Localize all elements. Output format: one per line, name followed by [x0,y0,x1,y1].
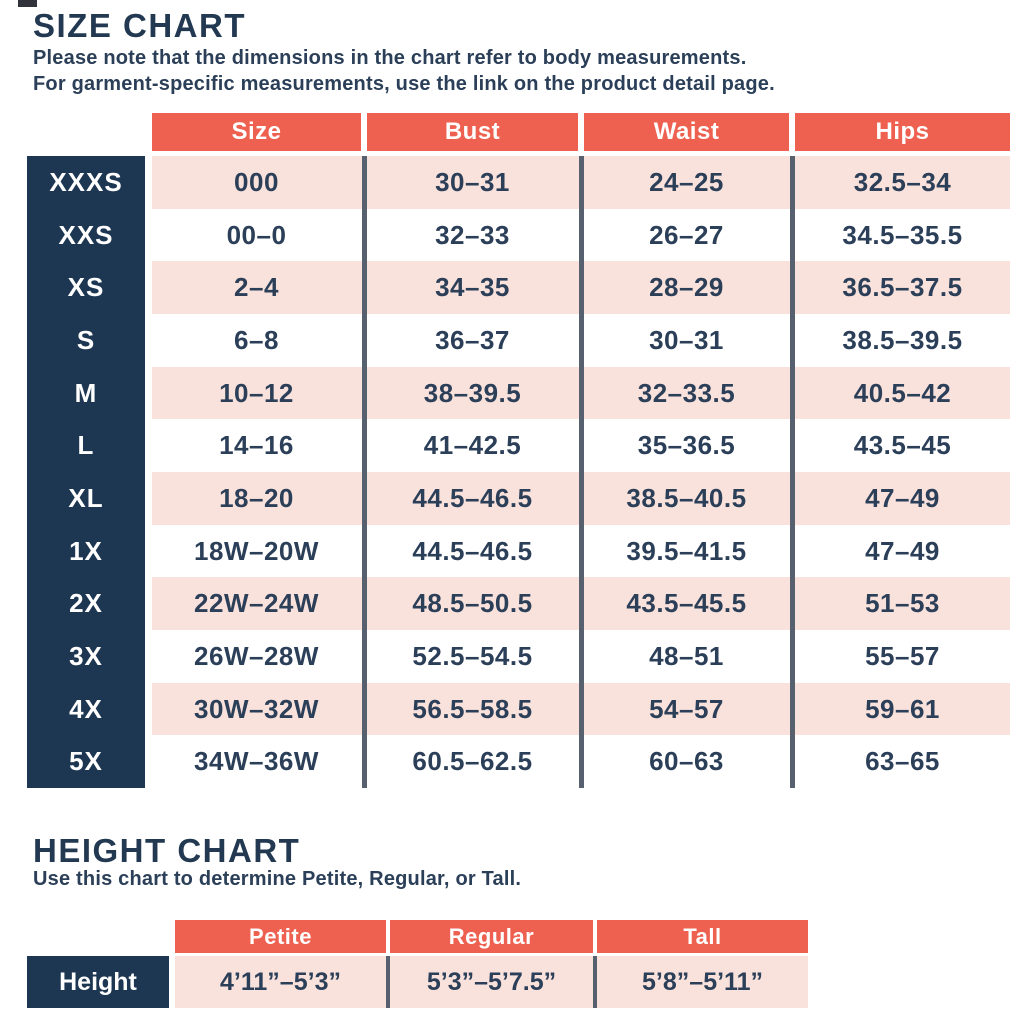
cell-hips: 63–65 [865,746,940,777]
height-table-row: 4’11”–5’3” 5’3”–5’7.5” 5’8”–5’11” [175,956,808,1008]
cell-size: 2–4 [234,272,279,303]
cell-bust: 30–31 [435,167,510,197]
cell-regular-range: 5’3”–5’7.5” [426,968,557,996]
size-label-column: XXXS XXS XS S M L XL 1X 2X 3X 4X 5X [27,156,145,788]
cell-waist: 38.5–40.5 [626,482,747,513]
cell-bust: 44.5–46.5 [412,482,533,513]
row-label-xs: XS [67,272,105,303]
row-label-xxxs: XXXS [49,167,123,197]
cell-bust: 60.5–62.5 [412,746,533,777]
column-header-bust: Bust [367,113,578,151]
cell-hips: 40.5–42 [853,377,952,408]
cell-waist: 35–36.5 [637,430,736,461]
cell-hips: 36.5–37.5 [842,272,963,303]
row-label-2x: 2X [69,588,103,619]
cell-bust: 32–33 [435,219,510,250]
size-table-header: Size Bust Waist Hips [152,113,1010,151]
row-label-l: L [77,430,95,461]
cell-tall-range: 5’8”–5’11” [642,968,763,996]
cell-hips: 55–57 [865,640,940,671]
cell-hips: 59–61 [865,693,940,724]
cell-hips: 38.5–39.5 [842,324,963,355]
column-header-regular: Regular [390,920,593,953]
cell-hips: 51–53 [865,588,940,619]
column-divider [579,156,584,788]
cell-bust: 48.5–50.5 [412,588,533,619]
cell-size: 6–8 [234,324,279,355]
cell-hips: 32.5–34 [853,167,952,197]
cell-size: 00–0 [226,219,287,250]
column-divider [386,956,390,1008]
cell-waist: 28–29 [649,272,724,303]
cell-bust: 34–35 [435,272,510,303]
cell-bust: 52.5–54.5 [412,640,533,671]
cell-hips: 34.5–35.5 [842,219,963,250]
row-label-xxs: XXS [58,219,114,250]
cell-size: 30W–32W [194,693,319,724]
cell-waist: 60–63 [649,746,724,777]
row-label-5x: 5X [69,746,103,777]
cell-waist: 39.5–41.5 [626,535,747,566]
cell-hips: 43.5–45 [853,430,952,461]
height-chart-title: HEIGHT CHART [33,832,301,869]
cell-bust: 36–37 [435,324,510,355]
cell-hips: 47–49 [865,482,940,513]
cell-size: 18W–20W [194,535,319,566]
column-divider [790,156,795,788]
cell-petite-range: 4’11”–5’3” [220,968,341,996]
cell-waist: 54–57 [649,693,724,724]
cell-size: 14–16 [219,430,294,461]
table-row: 26W–28W 52.5–54.5 48–51 55–57 [152,629,1010,683]
size-chart-subtitle-line2: For garment-specific measurements, use t… [33,73,775,95]
cell-waist: 26–27 [649,219,724,250]
column-header-size: Size [152,113,361,151]
height-row-label: Height [27,956,169,1008]
cell-waist: 48–51 [649,640,724,671]
column-header-tall: Tall [597,920,808,953]
table-row: 2–4 34–35 28–29 36.5–37.5 [152,261,1010,314]
column-divider [593,956,597,1008]
height-chart-subtitle: Use this chart to determine Petite, Regu… [33,868,522,890]
cell-bust: 56.5–58.5 [412,693,533,724]
cell-size: 34W–36W [194,746,319,777]
row-label-s: S [76,324,96,355]
cell-size: 10–12 [219,377,294,408]
cell-size: 22W–24W [194,588,319,619]
size-chart-subtitle-line1: Please note that the dimensions in the c… [33,47,747,69]
cell-hips: 47–49 [865,535,940,566]
cell-size: 18–20 [219,482,294,513]
column-divider [362,156,367,788]
crop-artifact [18,0,37,7]
cell-bust: 38–39.5 [423,377,522,408]
cell-bust: 44.5–46.5 [412,535,533,566]
cell-waist: 30–31 [649,324,724,355]
column-header-waist: Waist [584,113,789,151]
size-chart-title: SIZE CHART [33,7,246,44]
column-header-hips: Hips [795,113,1010,151]
row-label-m: M [74,377,98,408]
cell-waist: 24–25 [649,167,724,197]
cell-size: 26W–28W [194,640,319,671]
row-label-1x: 1X [69,535,103,566]
cell-waist: 43.5–45.5 [626,588,747,619]
row-label-4x: 4X [69,693,103,724]
cell-waist: 32–33.5 [637,377,736,408]
row-label-3x: 3X [69,640,103,671]
cell-size: 000 [234,167,279,197]
column-header-petite: Petite [175,920,386,953]
row-label-xl: XL [68,482,104,513]
cell-bust: 41–42.5 [423,430,522,461]
height-table-header: Petite Regular Tall [175,920,808,953]
